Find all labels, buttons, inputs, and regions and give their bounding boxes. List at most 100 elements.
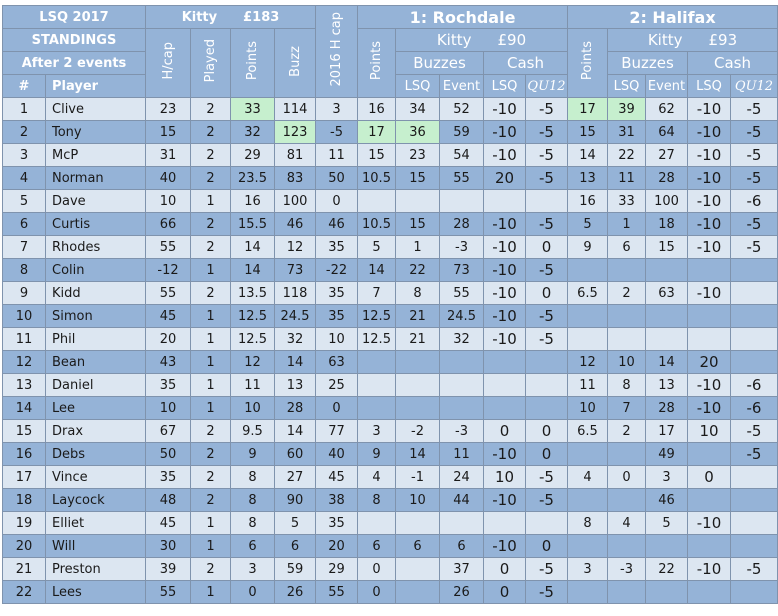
cell: 36	[395, 120, 440, 144]
player-name: Bean	[45, 350, 146, 374]
player-name: Lees	[45, 580, 146, 604]
rank: 6	[2, 212, 46, 236]
cell: -10	[687, 143, 731, 167]
cell: -10	[687, 235, 731, 259]
cell	[483, 511, 526, 535]
cell: 8	[230, 488, 275, 512]
buzz-cell: Buzz	[274, 28, 316, 98]
cell: -10	[483, 235, 526, 259]
cell: 0	[230, 580, 275, 604]
cell: 2	[190, 166, 231, 190]
cell: 39	[607, 97, 646, 121]
cell: -5	[730, 120, 778, 144]
cell	[687, 327, 731, 351]
num-header: #	[2, 74, 46, 98]
rank: 1	[2, 97, 46, 121]
event-points-cell: Points	[357, 28, 396, 98]
cell: -10	[483, 281, 526, 305]
lsq: LSQ	[395, 74, 440, 98]
cell: 32	[230, 120, 275, 144]
cell: 2	[190, 281, 231, 305]
points-cell: Points	[230, 28, 275, 98]
cell	[607, 327, 646, 351]
cell	[483, 189, 526, 213]
cell: 10	[395, 488, 440, 512]
cell: 64	[645, 120, 688, 144]
player-name: Colin	[45, 258, 146, 282]
cell: 0	[525, 534, 568, 558]
player-name: Tony	[45, 120, 146, 144]
cell: 66	[145, 212, 191, 236]
cell	[357, 189, 396, 213]
cell: 33	[607, 189, 646, 213]
cell: 10	[145, 189, 191, 213]
cell: -5	[730, 166, 778, 190]
player-row: 21 Preston 39 2 3 59 29 0 37 0 -5 3 -3 22 -10 -5	[2, 557, 778, 581]
cell: 48	[145, 488, 191, 512]
cell: 1	[190, 580, 231, 604]
cell: -10	[687, 120, 731, 144]
cell: -10	[687, 97, 731, 121]
cell: 23	[145, 97, 191, 121]
cell: 15	[395, 212, 440, 236]
standings: STANDINGS	[2, 28, 146, 52]
cell: 10	[230, 396, 275, 420]
cell	[567, 488, 608, 512]
cell: 6.5	[567, 281, 608, 305]
cell: 21	[395, 327, 440, 351]
cell: 50	[145, 442, 191, 466]
cell: 8	[567, 511, 608, 535]
kitty-cell: Kitty £183	[145, 5, 316, 29]
cell	[645, 534, 688, 558]
cell	[439, 373, 484, 397]
cell	[645, 304, 688, 328]
hcap-2016: 2016 H cap	[329, 12, 344, 87]
cell: 4	[607, 511, 646, 535]
cell: 81	[274, 143, 316, 167]
cell: 0	[357, 580, 396, 604]
cell: 28	[274, 396, 316, 420]
cell	[687, 580, 731, 604]
event-points: Points	[580, 41, 595, 81]
cell	[357, 373, 396, 397]
cell: 31	[145, 143, 191, 167]
cell: 32	[274, 327, 316, 351]
cell: 10.5	[357, 212, 396, 236]
player-row: 13 Daniel 35 1 11 13 25 11 8 13 -10 -6	[2, 373, 778, 397]
cell	[730, 258, 778, 282]
cell: 1	[190, 189, 231, 213]
cell: -3	[439, 235, 484, 259]
cell: 29	[315, 557, 358, 581]
cell: 52	[439, 97, 484, 121]
cell: 2	[190, 235, 231, 259]
cell: 14	[274, 350, 316, 374]
cash-lsq: LSQ	[483, 74, 526, 98]
cell: 11	[567, 373, 608, 397]
cell	[525, 511, 568, 535]
cell: -10	[687, 189, 731, 213]
hcap-2016-cell: 2016 H cap	[315, 5, 358, 98]
cell: 40	[315, 442, 358, 466]
cell	[439, 511, 484, 535]
cell: 1	[190, 534, 231, 558]
cell: 59	[274, 557, 316, 581]
header-row: STANDINGS H/cap Played Points Buzz Point…	[2, 28, 778, 98]
cell: 12	[230, 350, 275, 374]
rank: 15	[2, 419, 46, 443]
cell: 34	[395, 97, 440, 121]
cell	[439, 350, 484, 374]
cell: 0	[483, 580, 526, 604]
event-title: 1: Rochdale	[357, 5, 568, 29]
cell: 28	[645, 396, 688, 420]
event: Event	[439, 74, 484, 98]
cell	[395, 189, 440, 213]
cell: 13	[567, 166, 608, 190]
cell: 15	[645, 235, 688, 259]
player-name: Kidd	[45, 281, 146, 305]
cell	[395, 350, 440, 374]
cell: 50	[315, 166, 358, 190]
rank: 12	[2, 350, 46, 374]
cell: 2	[190, 419, 231, 443]
cell	[525, 396, 568, 420]
